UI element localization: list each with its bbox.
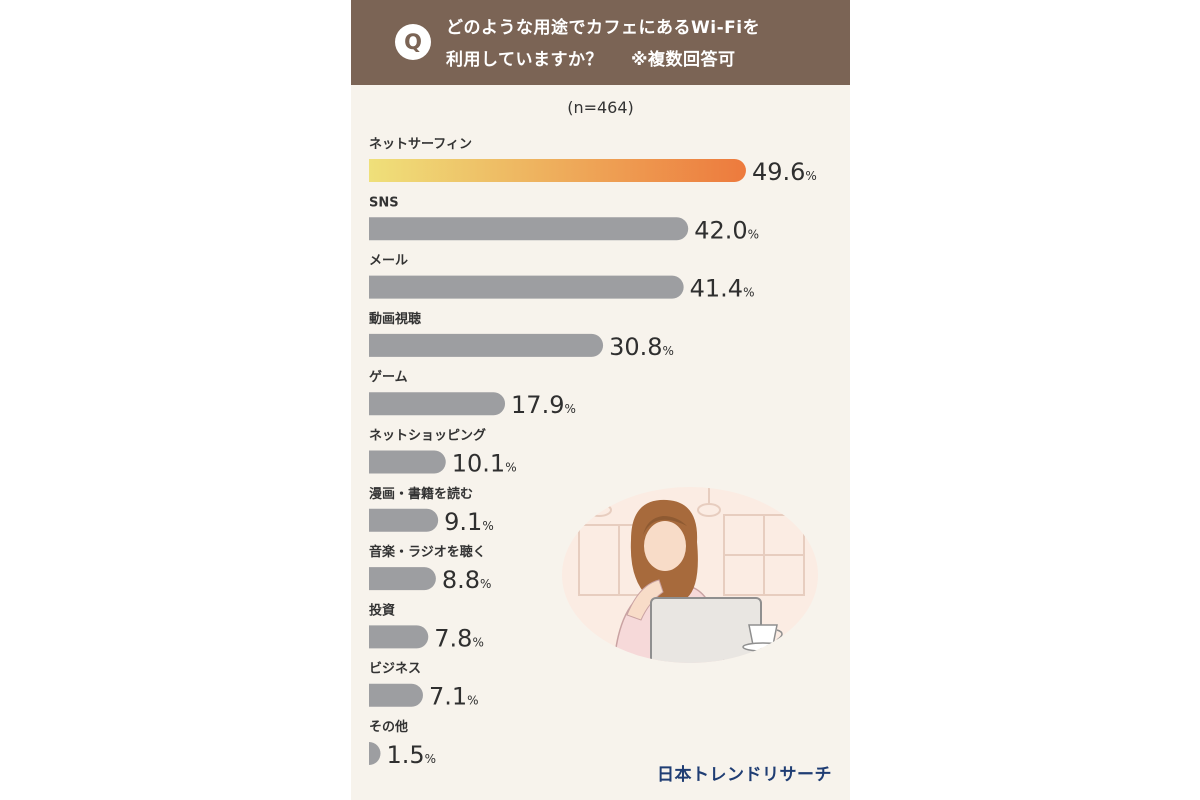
bar	[369, 625, 429, 649]
category-label: その他	[369, 719, 408, 735]
cafe-woman-illustration	[562, 487, 818, 663]
percent-unit: %	[663, 344, 674, 358]
category-label: 漫画・書籍を読む	[369, 486, 473, 502]
value-label: 7.8%	[434, 624, 484, 652]
bar	[369, 450, 446, 474]
percent-unit: %	[472, 635, 483, 649]
bar	[369, 333, 604, 357]
value-label: 49.6%	[752, 158, 817, 186]
category-label: 動画視聴	[369, 311, 421, 327]
percent-unit: %	[482, 519, 493, 533]
question-line-1: どのような用途でカフェにあるWi-Fiを	[446, 18, 761, 38]
bar	[369, 217, 689, 241]
category-label: 音楽・ラジオを聴く	[369, 544, 486, 560]
question-line-2: 利用していますか？ ※複数回答可	[446, 45, 736, 70]
brand-logo: 日本トレンドリサーチ	[657, 765, 832, 785]
bar	[369, 683, 423, 707]
percent-unit: %	[748, 227, 759, 241]
sample-size: (n=464)	[567, 98, 634, 117]
bar-chart: ネットサーフィン 49.6% SNS 42.0% メール 41.4% 動画視聴 30.8% ゲー…	[369, 137, 817, 769]
value-label: 9.1%	[444, 508, 494, 536]
percent-unit: %	[480, 577, 491, 591]
question-text: 利用していますか？	[446, 50, 603, 70]
infographic-card: Q どのような用途でカフェにあるWi-Fiを 利用していますか？ ※複数回答可 (…	[351, 0, 850, 800]
value-label: 7.1%	[429, 683, 479, 711]
value-label: 42.0%	[694, 216, 759, 244]
category-label: ビジネス	[369, 661, 421, 677]
value-label: 30.8%	[609, 333, 674, 361]
q-badge: Q	[395, 24, 431, 60]
percent-unit: %	[425, 752, 436, 766]
category-label: SNS	[369, 195, 399, 210]
bar	[369, 742, 381, 765]
percent-unit: %	[743, 286, 754, 300]
percent-unit: %	[805, 169, 816, 183]
bar	[369, 567, 436, 591]
question-header: Q どのような用途でカフェにあるWi-Fiを 利用していますか？ ※複数回答可	[351, 0, 850, 85]
value-label: 8.8%	[442, 566, 492, 594]
category-label: ゲーム	[369, 369, 408, 385]
percent-unit: %	[505, 461, 516, 475]
value-label: 1.5%	[387, 741, 437, 769]
value-label: 10.1%	[452, 450, 517, 478]
category-label: ネットサーフィン	[369, 137, 472, 152]
category-label: メール	[369, 254, 408, 269]
bar	[369, 392, 506, 416]
bar	[369, 275, 684, 299]
multiple-answers-note: ※複数回答可	[631, 50, 736, 70]
percent-unit: %	[564, 402, 575, 416]
bar	[369, 508, 439, 532]
category-label: ネットショッピング	[369, 428, 486, 444]
bar	[369, 159, 746, 182]
category-label: 投資	[369, 602, 395, 618]
value-label: 41.4%	[690, 275, 755, 303]
percent-unit: %	[467, 694, 478, 708]
value-label: 17.9%	[511, 391, 576, 419]
